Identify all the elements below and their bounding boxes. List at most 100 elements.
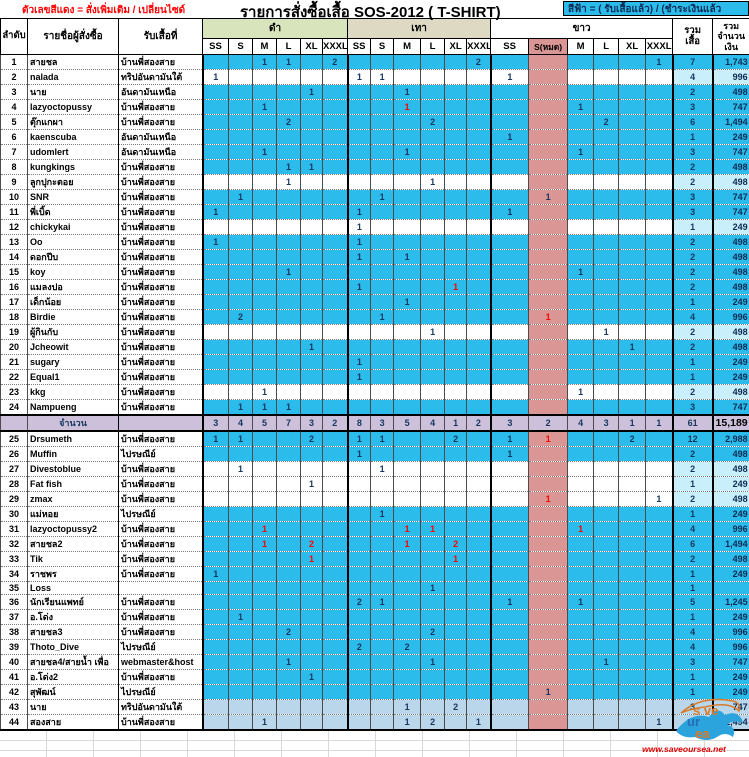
row-total-money[interactable]: 996 bbox=[711, 639, 749, 655]
orderer-name[interactable]: SNR bbox=[27, 189, 119, 205]
size-qty-cell[interactable] bbox=[276, 279, 301, 295]
size-qty-cell[interactable] bbox=[593, 491, 619, 507]
size-qty-cell[interactable] bbox=[645, 654, 673, 670]
size-qty-cell[interactable] bbox=[300, 521, 323, 537]
size-qty-cell[interactable] bbox=[618, 491, 646, 507]
size-qty-cell[interactable] bbox=[300, 264, 323, 280]
size-qty-cell[interactable] bbox=[346, 699, 371, 715]
size-qty-cell[interactable] bbox=[393, 476, 421, 492]
size-qty-cell[interactable] bbox=[252, 609, 277, 625]
orderer-name[interactable]: udomlert bbox=[27, 144, 119, 160]
row-total-shirts[interactable]: 3 bbox=[671, 99, 713, 115]
size-qty-cell[interactable] bbox=[393, 264, 421, 280]
size-qty-cell[interactable] bbox=[420, 189, 445, 205]
size-qty-cell[interactable]: 1 bbox=[346, 69, 371, 85]
size-qty-cell[interactable] bbox=[489, 234, 529, 250]
size-qty-cell[interactable] bbox=[528, 399, 568, 415]
size-qty-cell[interactable] bbox=[321, 384, 348, 400]
size-qty-cell[interactable] bbox=[370, 354, 394, 370]
size-qty-cell[interactable] bbox=[228, 249, 253, 265]
size-qty-cell[interactable] bbox=[276, 566, 301, 582]
size-qty-cell[interactable] bbox=[201, 684, 229, 700]
size-qty-cell[interactable] bbox=[300, 309, 323, 325]
pickup-place[interactable]: บ้านพี่สองสาย bbox=[118, 219, 203, 235]
header-size[interactable]: SS bbox=[490, 38, 530, 55]
size-qty-cell[interactable] bbox=[346, 399, 371, 415]
size-qty-cell[interactable] bbox=[420, 354, 445, 370]
size-qty-cell[interactable] bbox=[645, 369, 673, 385]
size-qty-cell[interactable] bbox=[393, 384, 421, 400]
size-qty-cell[interactable]: 1 bbox=[252, 144, 277, 160]
row-total-shirts[interactable]: 6 bbox=[671, 536, 713, 552]
size-qty-cell[interactable] bbox=[346, 684, 371, 700]
size-qty-cell[interactable] bbox=[252, 189, 277, 205]
size-qty-cell[interactable]: 1 bbox=[393, 84, 421, 100]
row-number[interactable]: 23 bbox=[0, 384, 28, 400]
size-qty-cell[interactable] bbox=[466, 339, 491, 355]
size-qty-cell[interactable] bbox=[201, 54, 229, 70]
size-qty-cell[interactable] bbox=[228, 99, 253, 115]
row-number[interactable]: 15 bbox=[0, 264, 28, 280]
size-qty-cell[interactable] bbox=[444, 159, 467, 175]
size-qty-cell[interactable] bbox=[252, 264, 277, 280]
size-qty-cell[interactable] bbox=[489, 174, 529, 190]
size-qty-cell[interactable] bbox=[276, 249, 301, 265]
size-qty-cell[interactable]: 1 bbox=[201, 566, 229, 582]
pickup-place[interactable]: บ้านพี่สองสาย bbox=[118, 234, 203, 250]
size-qty-cell[interactable]: 1 bbox=[393, 249, 421, 265]
size-qty-cell[interactable] bbox=[321, 461, 348, 477]
size-qty-cell[interactable] bbox=[252, 654, 277, 670]
header-color-group[interactable]: ขาว bbox=[490, 18, 674, 39]
size-qty-cell[interactable] bbox=[567, 234, 594, 250]
size-qty-cell[interactable] bbox=[618, 324, 646, 340]
orderer-name[interactable]: ลูกปุกะตอย bbox=[27, 174, 119, 190]
size-qty-cell[interactable] bbox=[528, 566, 568, 582]
size-qty-cell[interactable] bbox=[466, 639, 491, 655]
size-qty-cell[interactable]: 1 bbox=[420, 324, 445, 340]
size-qty-cell[interactable] bbox=[393, 430, 421, 447]
size-qty-cell[interactable] bbox=[466, 551, 491, 567]
size-qty-cell[interactable] bbox=[420, 204, 445, 220]
size-qty-cell[interactable] bbox=[645, 461, 673, 477]
size-qty-cell[interactable]: 1 bbox=[276, 54, 301, 70]
pickup-place[interactable]: บ้านพี่สองสาย bbox=[118, 339, 203, 355]
size-qty-cell[interactable] bbox=[528, 159, 568, 175]
size-qty-cell[interactable] bbox=[370, 339, 394, 355]
size-qty-cell[interactable] bbox=[252, 174, 277, 190]
size-qty-cell[interactable] bbox=[201, 639, 229, 655]
orderer-name[interactable]: ดอกปีบ bbox=[27, 249, 119, 265]
size-qty-cell[interactable] bbox=[618, 639, 646, 655]
size-qty-cell[interactable]: 1 bbox=[346, 279, 371, 295]
size-qty-cell[interactable] bbox=[466, 249, 491, 265]
size-qty-cell[interactable] bbox=[252, 354, 277, 370]
subtotal-label[interactable]: จำนวน bbox=[27, 414, 119, 432]
size-qty-cell[interactable] bbox=[466, 369, 491, 385]
size-qty-cell[interactable] bbox=[393, 69, 421, 85]
size-qty-cell[interactable] bbox=[466, 566, 491, 582]
size-qty-cell[interactable] bbox=[593, 609, 619, 625]
row-total-shirts[interactable]: 4 bbox=[671, 521, 713, 537]
size-qty-cell[interactable] bbox=[593, 581, 619, 595]
size-qty-cell[interactable] bbox=[618, 624, 646, 640]
size-qty-cell[interactable] bbox=[444, 624, 467, 640]
size-qty-cell[interactable] bbox=[567, 204, 594, 220]
size-qty-cell[interactable]: 1 bbox=[528, 491, 568, 507]
pickup-place[interactable]: ไปรษณีย์ bbox=[118, 684, 203, 700]
size-qty-cell[interactable] bbox=[593, 506, 619, 522]
size-qty-cell[interactable] bbox=[528, 594, 568, 610]
size-qty-cell[interactable] bbox=[567, 609, 594, 625]
row-total-shirts[interactable]: 5 bbox=[671, 594, 713, 610]
size-qty-cell[interactable] bbox=[276, 204, 301, 220]
row-number[interactable]: 36 bbox=[0, 594, 28, 610]
size-qty-cell[interactable] bbox=[618, 609, 646, 625]
size-qty-cell[interactable] bbox=[444, 309, 467, 325]
size-qty-cell[interactable] bbox=[276, 369, 301, 385]
size-qty-cell[interactable]: 1 bbox=[228, 399, 253, 415]
size-qty-cell[interactable] bbox=[444, 594, 467, 610]
size-qty-cell[interactable] bbox=[645, 521, 673, 537]
row-number[interactable]: 20 bbox=[0, 339, 28, 355]
size-qty-cell[interactable] bbox=[370, 219, 394, 235]
size-qty-cell[interactable] bbox=[276, 84, 301, 100]
orderer-name[interactable]: ตุ๊กแกผา bbox=[27, 114, 119, 130]
size-qty-cell[interactable]: 1 bbox=[393, 144, 421, 160]
